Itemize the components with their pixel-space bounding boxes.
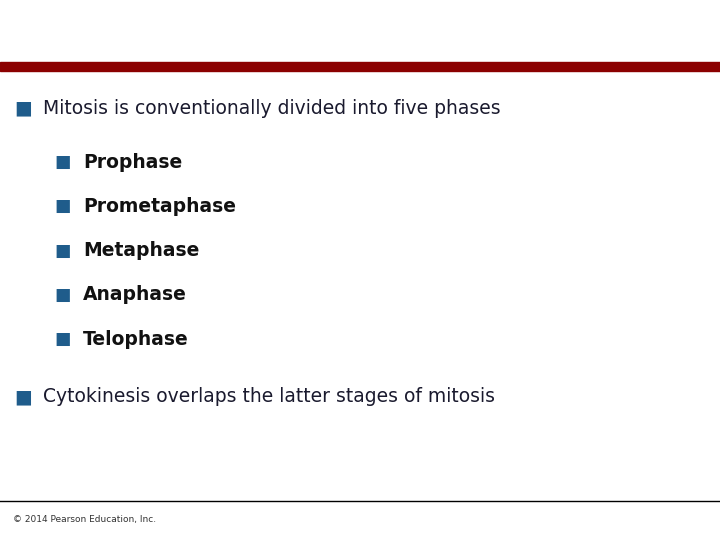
Text: Anaphase: Anaphase — [83, 285, 186, 305]
Text: ■: ■ — [54, 286, 71, 304]
Bar — [0, 62, 720, 71]
Text: Mitosis is conventionally divided into five phases: Mitosis is conventionally divided into f… — [43, 98, 501, 118]
Text: Cytokinesis overlaps the latter stages of mitosis: Cytokinesis overlaps the latter stages o… — [43, 387, 495, 407]
Text: ■: ■ — [14, 387, 32, 407]
Text: Prometaphase: Prometaphase — [83, 197, 236, 216]
Text: ■: ■ — [54, 241, 71, 260]
Text: ■: ■ — [14, 98, 32, 118]
Text: ■: ■ — [54, 197, 71, 215]
Text: ■: ■ — [54, 330, 71, 348]
Text: ■: ■ — [54, 153, 71, 171]
Text: Telophase: Telophase — [83, 329, 189, 349]
Text: © 2014 Pearson Education, Inc.: © 2014 Pearson Education, Inc. — [13, 515, 156, 524]
Text: Metaphase: Metaphase — [83, 241, 199, 260]
Text: Prophase: Prophase — [83, 152, 182, 172]
